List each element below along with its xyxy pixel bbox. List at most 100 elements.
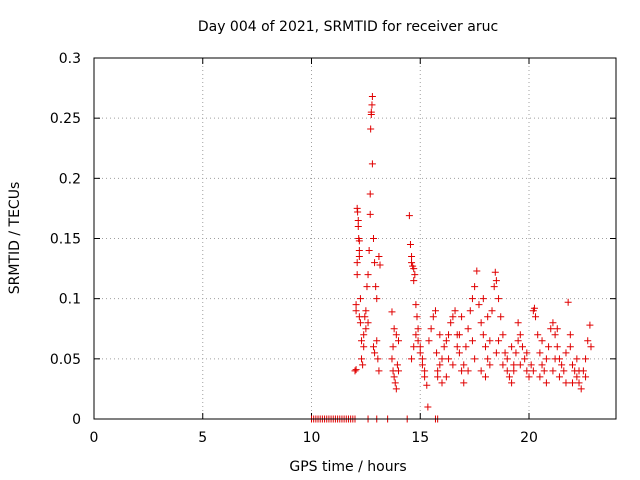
data-point <box>540 367 548 375</box>
data-point <box>418 361 426 369</box>
data-point <box>418 355 426 363</box>
data-point <box>369 343 377 351</box>
data-point <box>442 373 450 381</box>
data-point <box>392 385 400 393</box>
data-point <box>375 367 383 375</box>
y-axis-label: SRMTID / TECUs <box>7 182 23 295</box>
data-point <box>364 271 372 279</box>
data-point <box>389 343 397 351</box>
data-point <box>586 321 594 329</box>
data-point <box>442 337 450 345</box>
data-point <box>368 101 376 109</box>
data-point <box>562 379 570 387</box>
data-point <box>365 247 373 255</box>
data-point <box>458 313 466 321</box>
data-point <box>551 331 559 339</box>
data-point <box>408 253 416 261</box>
data-point <box>405 212 413 220</box>
data-point <box>433 349 441 357</box>
data-point <box>523 349 531 357</box>
data-point <box>516 361 524 369</box>
data-point <box>462 343 470 351</box>
data-point <box>468 295 476 303</box>
data-point <box>575 367 583 375</box>
data-point <box>434 373 442 381</box>
data-point <box>542 355 550 363</box>
data-point <box>376 261 384 269</box>
data-point <box>525 373 533 381</box>
data-point <box>371 349 379 357</box>
chart-title: Day 004 of 2021, SRMTID for receiver aru… <box>198 19 498 35</box>
data-point <box>575 379 583 387</box>
data-point <box>479 331 487 339</box>
data-point <box>490 283 498 291</box>
data-point <box>486 361 494 369</box>
data-point <box>360 331 368 339</box>
data-point <box>573 373 581 381</box>
y-tick-label: 0.25 <box>50 111 81 127</box>
data-point <box>562 349 570 357</box>
data-point <box>538 361 546 369</box>
data-point <box>484 355 492 363</box>
data-point <box>464 325 472 333</box>
data-point <box>451 307 459 315</box>
x-tick-label: 15 <box>411 430 429 446</box>
data-point <box>414 325 422 333</box>
data-point <box>431 307 439 315</box>
data-point <box>388 308 396 316</box>
data-point <box>355 247 363 255</box>
data-point <box>434 367 442 375</box>
x-axis-label: GPS time / hours <box>289 459 406 475</box>
data-point <box>438 379 446 387</box>
data-point <box>436 331 444 339</box>
y-tick-label: 0.3 <box>59 51 81 67</box>
data-point <box>488 307 496 315</box>
data-point <box>577 385 585 393</box>
data-point <box>458 367 466 375</box>
data-point <box>453 343 461 351</box>
data-point <box>368 93 376 101</box>
plot-frame <box>93 57 617 420</box>
data-point <box>564 298 572 306</box>
data-point <box>424 403 432 411</box>
data-point <box>510 367 518 375</box>
data-point <box>503 367 511 375</box>
data-point <box>449 361 457 369</box>
data-point <box>369 235 377 242</box>
data-point <box>368 160 376 168</box>
data-point <box>491 268 499 276</box>
data-point <box>518 343 526 351</box>
data-point <box>355 313 363 321</box>
data-point <box>353 259 361 267</box>
data-point <box>566 343 574 351</box>
x-tick-label: 0 <box>90 430 99 446</box>
data-point <box>508 343 516 351</box>
data-point <box>356 295 364 303</box>
data-point <box>395 367 402 375</box>
data-point <box>460 379 468 387</box>
data-point <box>423 381 431 389</box>
data-point <box>413 313 421 321</box>
data-point <box>516 331 524 339</box>
data-point <box>497 313 505 321</box>
data-point <box>408 355 416 363</box>
data-point <box>351 367 359 375</box>
data-point <box>482 373 489 381</box>
data-point <box>492 349 500 357</box>
data-point <box>358 337 366 345</box>
data-point <box>436 361 444 369</box>
data-point <box>421 367 429 375</box>
data-point <box>455 331 463 339</box>
gridlines <box>94 58 616 419</box>
axis-ticks: 0 0.05 0.1 0.15 0.2 0.25 0.3 0 5 10 15 20 <box>50 51 616 446</box>
data-point <box>374 355 382 363</box>
y-tick-label: 0.05 <box>50 352 81 368</box>
data-point <box>486 337 494 345</box>
data-point <box>429 313 437 321</box>
data-point <box>508 379 516 387</box>
data-point <box>427 325 435 333</box>
data-point <box>582 355 590 363</box>
y-tick-label: 0 <box>72 412 81 428</box>
data-point <box>367 108 375 116</box>
data-point <box>392 331 400 339</box>
